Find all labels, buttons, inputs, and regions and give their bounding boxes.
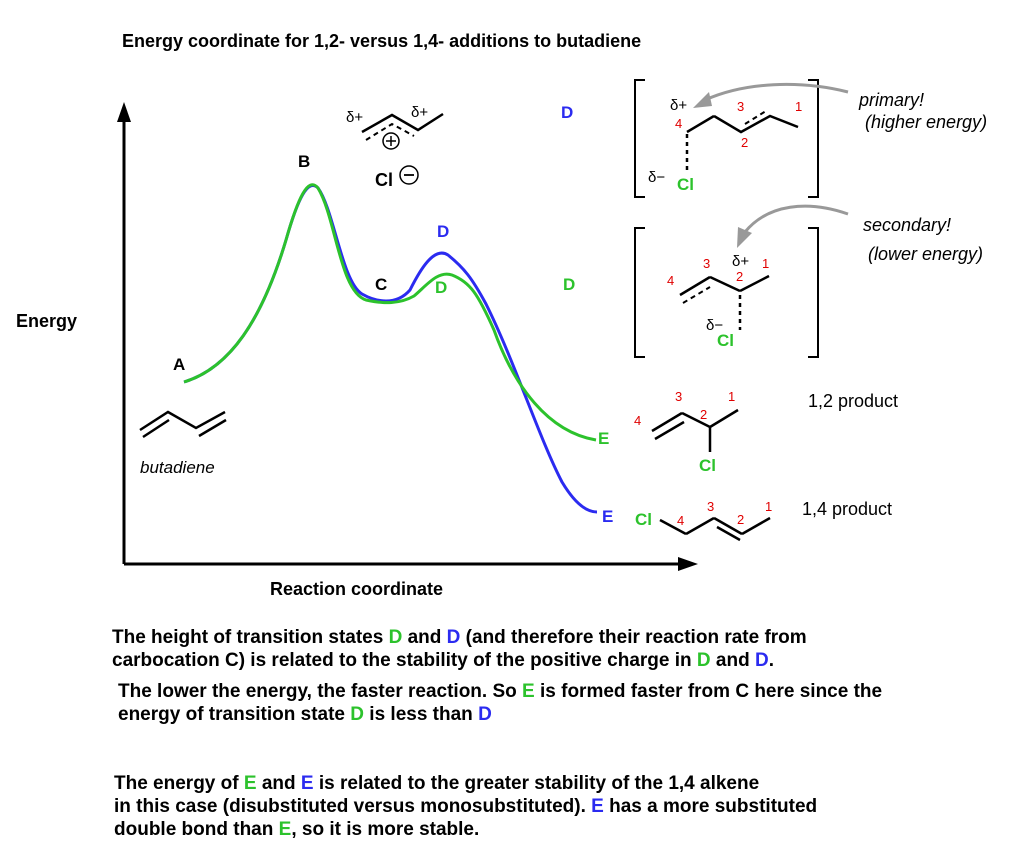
p1-line1: The height of transition states D and D … bbox=[112, 626, 807, 649]
p1-text: carbocation C) is related to the stabili… bbox=[112, 650, 697, 671]
p1-d-green: D bbox=[388, 627, 403, 648]
p3-text: in this case (disubstituted versus monos… bbox=[114, 796, 592, 817]
p2-text: is less than bbox=[364, 704, 479, 725]
allyl-delta-plus-left: δ+ bbox=[346, 109, 363, 126]
ts-secondary-delta-plus: δ+ bbox=[732, 253, 749, 270]
label-c: C bbox=[375, 275, 387, 294]
primary-note-sub: (higher energy) bbox=[865, 112, 987, 132]
p1-text: (and therefore their reaction rate from bbox=[460, 627, 807, 648]
product-1-2-label: 1,2 product bbox=[808, 391, 898, 411]
p3-line1: The energy of E and E is related to the … bbox=[114, 772, 759, 795]
secondary-arrow-icon bbox=[743, 204, 849, 233]
p3-line3: double bond than E, so it is more stable… bbox=[114, 818, 479, 841]
ts-primary-cl: Cl bbox=[677, 175, 694, 194]
label-d-green-right: D bbox=[563, 275, 575, 294]
p1-line2: carbocation C) is related to the stabili… bbox=[112, 649, 774, 672]
diagram-title: Energy coordinate for 1,2- versus 1,4- a… bbox=[122, 31, 641, 51]
primary-note: primary! bbox=[858, 90, 924, 110]
product-1-2-cl: Cl bbox=[699, 456, 716, 475]
ts-primary-n3: 3 bbox=[737, 99, 744, 114]
secondary-note-sub: (lower energy) bbox=[868, 244, 983, 264]
secondary-arrowhead-icon bbox=[737, 227, 752, 248]
ts-secondary-n3: 3 bbox=[703, 256, 710, 271]
p3-text: double bond than bbox=[114, 819, 279, 840]
product-1-4-n1: 1 bbox=[765, 499, 772, 514]
p3-e-blue: E bbox=[300, 773, 314, 794]
product-1-4-n3: 3 bbox=[707, 499, 714, 514]
p3-text: has a more substituted bbox=[603, 796, 818, 817]
p2-text: energy of transition state bbox=[118, 704, 351, 725]
p2-e-green: E bbox=[522, 681, 535, 702]
product-1-2-n1: 1 bbox=[728, 389, 735, 404]
p2-text: is formed faster from C here since the bbox=[534, 681, 883, 702]
x-axis-label: Reaction coordinate bbox=[270, 579, 443, 599]
primary-arrow-icon bbox=[704, 82, 849, 102]
p3-text: The energy of bbox=[114, 773, 244, 794]
product-1-4-n2: 2 bbox=[737, 512, 744, 527]
product-1-4-n4: 4 bbox=[677, 513, 684, 528]
p2-line2: energy of transition state D is less tha… bbox=[118, 703, 492, 726]
p2-text: The lower the energy, the faster reactio… bbox=[118, 681, 523, 702]
p3-text: , so it is more stable. bbox=[291, 819, 480, 840]
p1-d-blue: D bbox=[446, 627, 461, 648]
ts-secondary-cl: Cl bbox=[717, 331, 734, 350]
ts-secondary-delta-minus: δ− bbox=[706, 317, 723, 334]
ts-secondary-n2: 2 bbox=[736, 269, 743, 284]
ts-secondary-structure bbox=[679, 274, 770, 330]
allyl-delta-plus-right: δ+ bbox=[411, 104, 428, 121]
p2-d-blue: D bbox=[478, 704, 492, 725]
ts-primary-delta-plus: δ+ bbox=[670, 97, 687, 114]
label-e-green: E bbox=[598, 429, 609, 448]
p1-text: The height of transition states bbox=[112, 627, 389, 648]
secondary-note: secondary! bbox=[863, 215, 951, 235]
ts-secondary-n4: 4 bbox=[667, 273, 674, 288]
p2-line1: The lower the energy, the faster reactio… bbox=[118, 680, 882, 703]
product-1-2-n3: 3 bbox=[675, 389, 682, 404]
ts-primary-n2: 2 bbox=[741, 135, 748, 150]
label-a: A bbox=[173, 355, 185, 374]
label-e-blue: E bbox=[602, 507, 613, 526]
p1-text: and bbox=[402, 627, 447, 648]
p2-d-green: D bbox=[350, 704, 365, 725]
allyl-cation-structure bbox=[361, 112, 444, 150]
p3-line2: in this case (disubstituted versus monos… bbox=[114, 795, 817, 818]
p3-text: and bbox=[256, 773, 301, 794]
ts-primary-n4: 4 bbox=[675, 116, 682, 131]
bracket-ts-secondary bbox=[634, 227, 819, 358]
p1-d-blue: D bbox=[754, 650, 769, 671]
green-curve-1-2 bbox=[183, 183, 597, 442]
primary-arrowhead-icon bbox=[693, 92, 712, 108]
butadiene-structure bbox=[139, 410, 227, 439]
ts-primary-n1: 1 bbox=[795, 99, 802, 114]
ts-primary-delta-minus: δ− bbox=[648, 169, 665, 186]
ts-secondary-n1: 1 bbox=[762, 256, 769, 271]
product-1-4-structure bbox=[659, 516, 771, 542]
p1-text: and bbox=[710, 650, 755, 671]
label-d-green-ts: D bbox=[435, 278, 447, 297]
butadiene-label: butadiene bbox=[140, 458, 215, 477]
product-1-2-n4: 4 bbox=[634, 413, 641, 428]
p3-e-blue: E bbox=[591, 796, 604, 817]
p1-text: . bbox=[768, 650, 774, 671]
p1-d-green: D bbox=[696, 650, 711, 671]
product-1-4-cl: Cl bbox=[635, 510, 652, 529]
p3-e-green: E bbox=[243, 773, 257, 794]
energy-diagram: Energy coordinate for 1,2- versus 1,4- a… bbox=[16, 31, 987, 599]
ts-primary-structure bbox=[685, 110, 799, 170]
chloride-cl: Cl bbox=[375, 170, 393, 190]
label-d-blue-ts: D bbox=[437, 222, 449, 241]
p3-e-green: E bbox=[278, 819, 292, 840]
y-axis-arrow bbox=[117, 102, 131, 122]
blue-curve-1-4 bbox=[183, 184, 598, 514]
label-d-blue-right: D bbox=[561, 103, 573, 122]
chloride-minus-icon bbox=[399, 165, 419, 185]
y-axis-label: Energy bbox=[16, 311, 77, 331]
bracket-ts-primary bbox=[634, 79, 819, 198]
x-axis-arrow bbox=[678, 557, 698, 571]
p3-text: is related to the greater stability of t… bbox=[313, 773, 760, 794]
product-1-4-label: 1,4 product bbox=[802, 499, 892, 519]
label-b: B bbox=[298, 152, 310, 171]
product-1-2-structure bbox=[651, 408, 739, 452]
product-1-2-n2: 2 bbox=[700, 407, 707, 422]
